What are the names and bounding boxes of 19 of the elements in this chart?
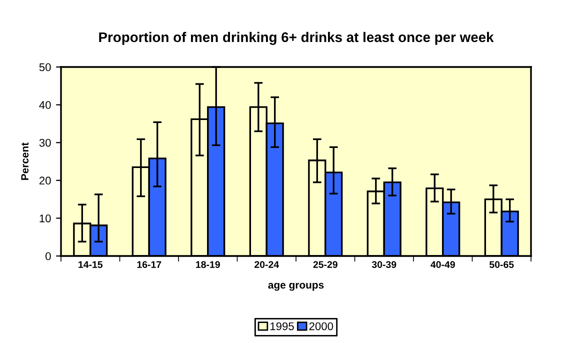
y-tick-label: 30 [39,138,51,147]
y-axis-title: Percent [21,142,29,180]
x-tick-label: 25-29 [313,261,338,268]
x-tick-label: 16-17 [137,261,162,268]
y-tick-label: 10 [40,214,51,222]
legend-label: 1995 [270,322,294,330]
x-tick-label: 14-15 [78,261,103,268]
x-tick-label: 40-49 [430,261,455,268]
x-tick-label: 18-19 [196,261,220,268]
legend-label: 2000 [309,322,334,330]
x-axis-title: age groups [268,282,324,291]
x-tick-label: 20-24 [254,261,280,268]
y-tick-label: 40 [39,101,51,109]
y-tick-label: 50 [39,63,51,72]
y-tick-label: 0 [46,252,51,260]
x-tick-label: 50-65 [489,261,514,268]
x-tick-label: 30-39 [372,261,396,268]
y-tick-label: 20 [39,176,51,185]
chart-title: Proportion of men drinking 6+ drinks at least once per week [99,32,494,45]
